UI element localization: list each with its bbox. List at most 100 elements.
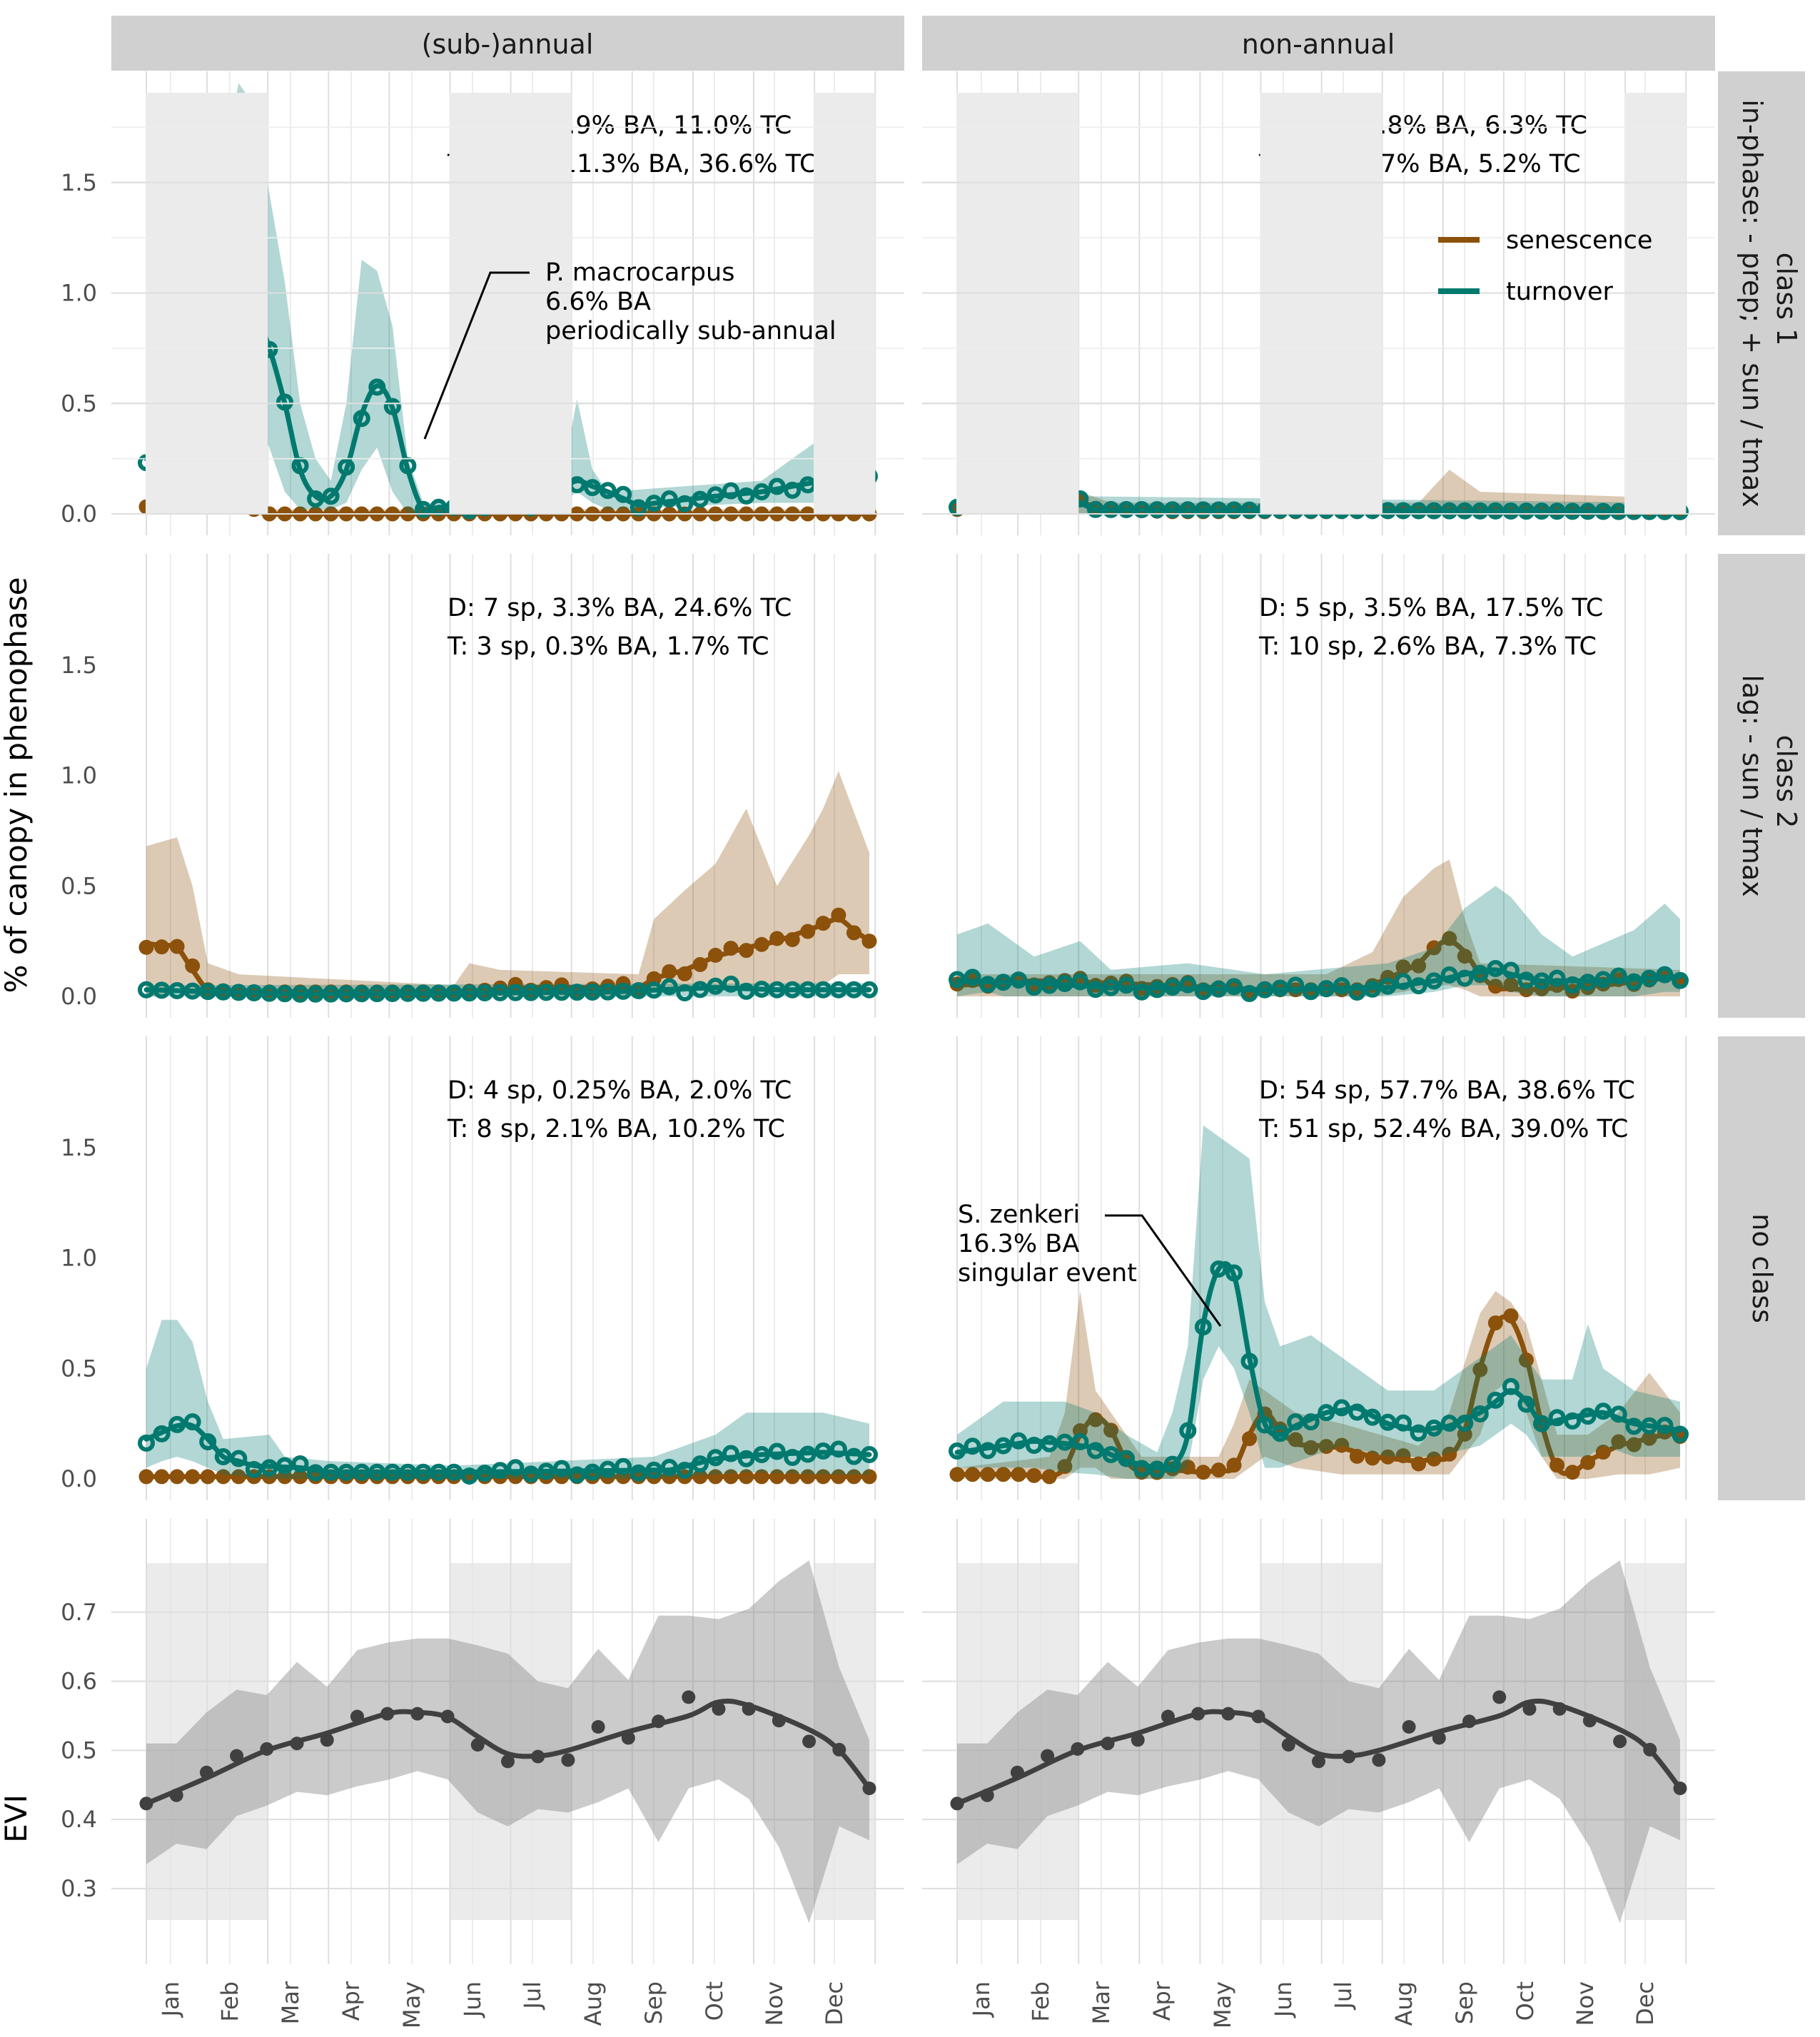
turnover-point — [414, 1463, 432, 1481]
season-shade-band — [1624, 1563, 1687, 1920]
senescence-point — [1226, 1457, 1242, 1473]
turnover-point — [322, 487, 340, 505]
turnover-point — [1194, 983, 1212, 1001]
evi-point — [169, 1788, 183, 1802]
senescence-point — [1288, 1432, 1303, 1447]
x-tick-label-month: Jul — [1330, 1981, 1357, 2011]
turnover-point — [537, 1462, 555, 1480]
evi-point — [950, 1796, 964, 1811]
x-tick-label-month: Nov — [761, 1981, 788, 2026]
turnover-point — [214, 1448, 232, 1466]
turnover-point — [291, 457, 309, 475]
row-strip-label: class 2 lag: - sun / tmax — [1736, 674, 1802, 896]
y-axis-title-evi: EVI — [0, 1794, 34, 1843]
turnover-point — [1025, 1436, 1043, 1454]
turnover-point — [1118, 976, 1136, 994]
evi-point — [470, 1738, 485, 1752]
season-shade-band — [814, 93, 876, 514]
x-tick-label-month: Nov — [1572, 1981, 1599, 2026]
turnover-point — [707, 1449, 724, 1467]
column-strip-nonannual — [922, 16, 1715, 71]
plot-layer: 0.00.51.01.5D: 8 sp, 1.9% BA, 11.0% TCT:… — [61, 71, 1715, 2028]
senescence-point — [1472, 1362, 1488, 1378]
turnover-point — [1672, 1425, 1689, 1443]
turnover-point — [1502, 1378, 1520, 1395]
turnover-point — [1456, 502, 1474, 520]
senescence-point — [831, 1469, 846, 1485]
panel-stats-label: T: 3 sp, 0.3% BA, 1.7% TC — [447, 632, 769, 661]
turnover-point — [799, 981, 817, 999]
senescence-point — [1011, 1467, 1026, 1482]
turnover-point — [964, 1437, 981, 1455]
senescence-point — [707, 1469, 723, 1485]
senescence-point — [1564, 1465, 1580, 1480]
evi-point — [712, 1702, 726, 1716]
senescence-point — [216, 1469, 231, 1485]
turnover-point — [1487, 1391, 1505, 1409]
turnover-point — [153, 981, 171, 999]
y-tick-label: 1.5 — [61, 652, 97, 679]
y-tick-label: 1.0 — [61, 762, 97, 789]
turnover-point — [722, 1445, 740, 1462]
x-tick-label-month: Dec — [1632, 1981, 1659, 2026]
senescence-point — [1442, 931, 1457, 946]
senescence-point — [1503, 1308, 1519, 1324]
turnover-point — [153, 1425, 171, 1442]
turnover-point — [1410, 977, 1427, 995]
senescence-ribbon — [957, 1290, 1680, 1479]
evi-point — [621, 1731, 635, 1745]
turnover-point — [615, 485, 632, 503]
turnover-point — [799, 476, 817, 494]
turnover-point — [1609, 967, 1627, 985]
turnover-point — [1410, 502, 1427, 520]
senescence-point — [1180, 1460, 1195, 1475]
turnover-point — [460, 984, 478, 1002]
turnover-point — [291, 985, 309, 1003]
turnover-point — [552, 984, 570, 1001]
senescence-point — [1349, 1448, 1365, 1464]
turnover-point — [338, 458, 355, 476]
x-tick-label-month: Feb — [1027, 1981, 1054, 2022]
senescence-point — [1411, 958, 1427, 974]
turnover-point — [1487, 502, 1505, 520]
turnover-point — [1395, 502, 1412, 520]
turnover-point — [1225, 1264, 1243, 1282]
evi-point — [1221, 1707, 1235, 1721]
senescence-point — [1642, 1430, 1657, 1446]
y-tick-label: 0.0 — [61, 1465, 97, 1492]
turnover-point — [584, 1463, 602, 1481]
turnover-point — [1456, 969, 1474, 987]
senescence-point — [846, 1469, 861, 1485]
turnover-point — [1579, 1407, 1597, 1425]
panel-stats-label: D: 4 sp, 0.25% BA, 2.0% TC — [448, 1076, 792, 1105]
senescence-point — [1334, 1437, 1350, 1453]
x-tick-label-month: May — [1209, 1981, 1236, 2028]
turnover-point — [660, 490, 678, 507]
evi-point — [1552, 1702, 1567, 1716]
senescence-point — [754, 936, 769, 952]
turnover-point — [1425, 1419, 1443, 1437]
turnover-point — [737, 1450, 755, 1467]
evi-point — [561, 1753, 575, 1767]
x-tick-label-month: Aug — [580, 1981, 607, 2026]
senescence-point — [739, 943, 754, 959]
row-strip-line: in-phase: - prep; + sun / tmax — [1736, 99, 1768, 507]
evi-point — [1462, 1714, 1477, 1729]
turnover-point — [230, 1450, 248, 1467]
senescence-point — [185, 958, 201, 974]
turnover-point — [537, 984, 555, 1001]
turnover-point — [1594, 971, 1612, 989]
turnover-point — [1548, 502, 1566, 520]
season-shade-band — [1260, 93, 1322, 514]
turnover-point — [1363, 1408, 1381, 1426]
turnover-point — [630, 1464, 647, 1482]
turnover-point — [845, 981, 863, 999]
turnover-point — [994, 1437, 1012, 1455]
senescence-point — [784, 1469, 800, 1485]
turnover-point — [138, 1434, 155, 1452]
evi-point — [380, 1707, 395, 1721]
panel-stats-label: T: 8 sp, 2.1% BA, 10.2% TC — [447, 1115, 785, 1143]
turnover-point — [1440, 966, 1458, 984]
turnover-point — [799, 1445, 817, 1463]
turnover-point — [599, 983, 617, 1001]
